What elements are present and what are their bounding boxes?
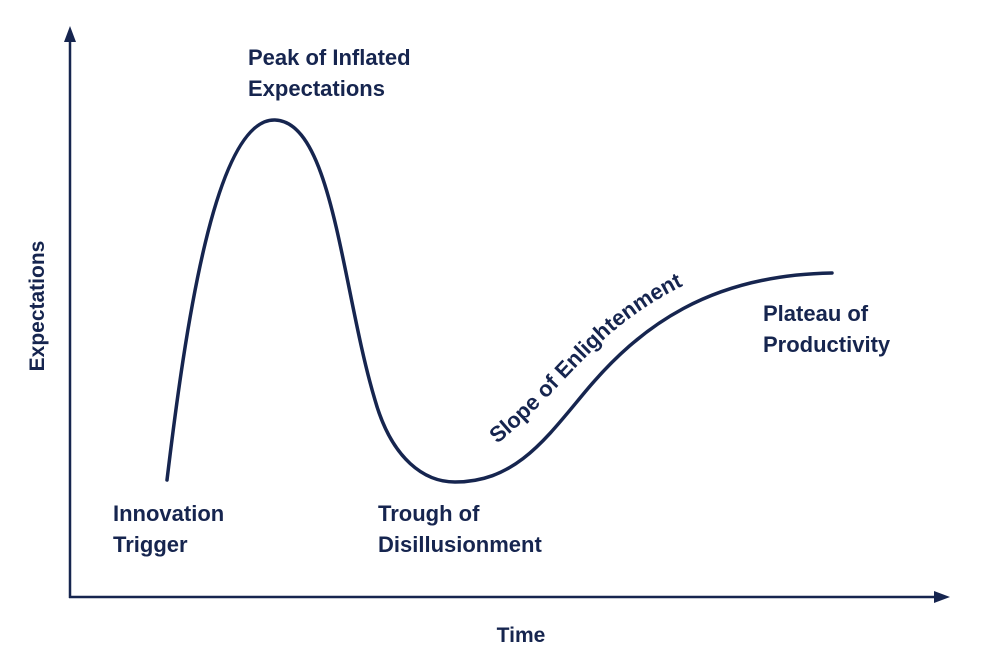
innovation-trigger-line-1: Innovation: [113, 501, 224, 526]
plateau-label: Plateau of Productivity: [763, 301, 891, 357]
trough-label: Trough of Disillusionment: [378, 501, 542, 557]
plateau-line-1: Plateau of: [763, 301, 869, 326]
plateau-line-2: Productivity: [763, 332, 891, 357]
peak-line-2: Expectations: [248, 76, 385, 101]
peak-line-1: Peak of Inflated: [248, 45, 411, 70]
x-axis-arrow: [934, 591, 950, 603]
innovation-trigger-line-2: Trigger: [113, 532, 188, 557]
y-axis-arrow: [64, 26, 76, 42]
hype-curve: [165, 118, 834, 484]
trough-line-2: Disillusionment: [378, 532, 542, 557]
slope-label: Slope of Enlightenment: [484, 267, 686, 447]
peak-label: Peak of Inflated Expectations: [248, 45, 417, 101]
x-axis-title: Time: [497, 624, 546, 647]
innovation-trigger-label: Innovation Trigger: [113, 501, 230, 557]
y-axis-title: Expectations: [26, 241, 49, 372]
trough-line-1: Trough of: [378, 501, 480, 526]
slope-label-text: Slope of Enlightenment: [484, 267, 686, 447]
